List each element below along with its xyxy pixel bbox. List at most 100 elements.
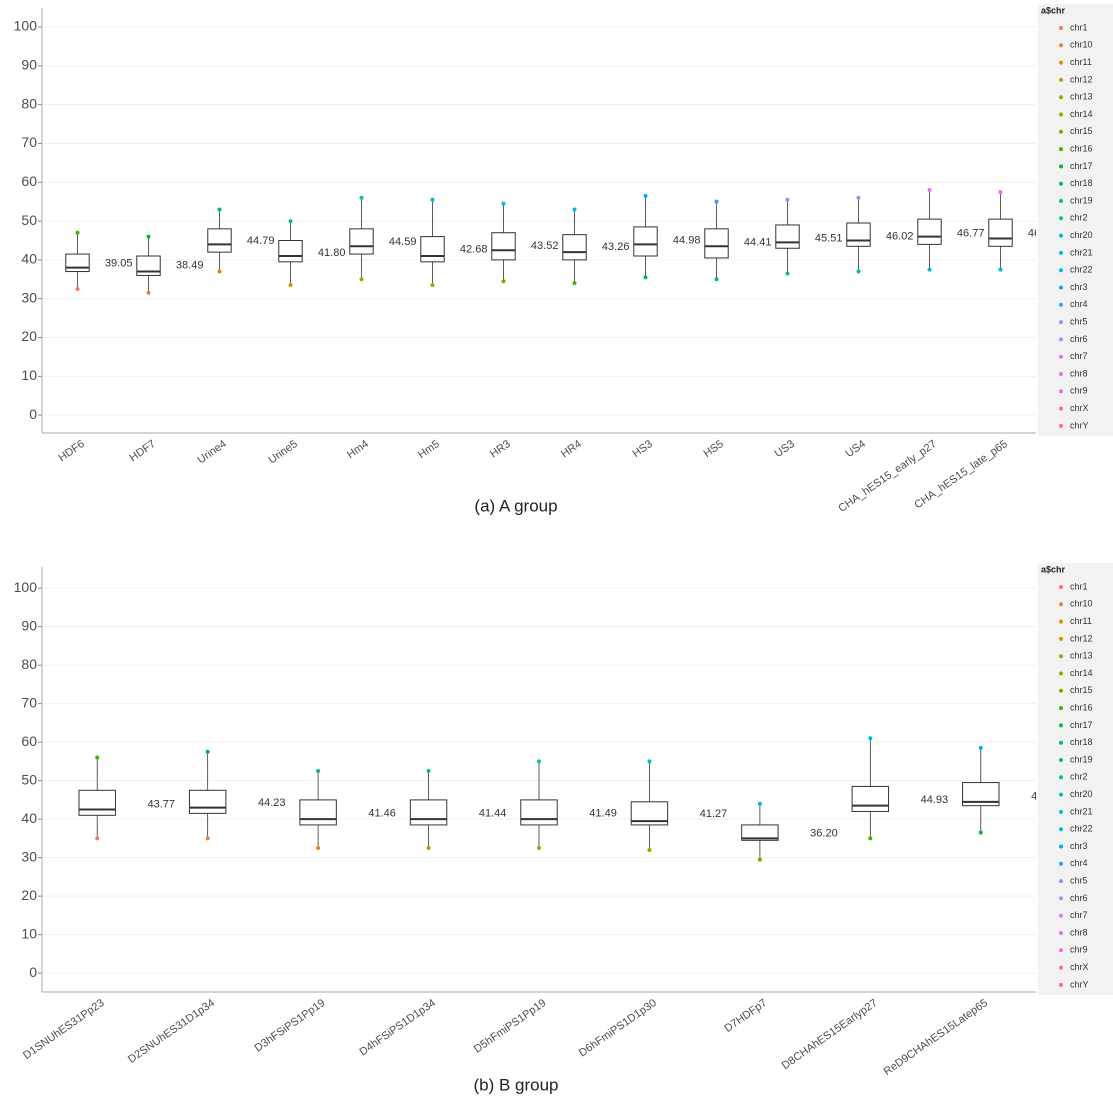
box [562, 234, 587, 261]
mean-label: 43.26 [602, 241, 630, 253]
legend-label: chr19 [1070, 195, 1093, 205]
legend-label: chr18 [1070, 737, 1093, 747]
mean-label: 46.79 [1028, 227, 1056, 239]
legend-label: chr12 [1070, 633, 1093, 643]
outlier-point [785, 271, 790, 276]
x-tick-label: D7HDFp7 [722, 997, 769, 1035]
legend-label: chr4 [1070, 858, 1088, 868]
box [775, 224, 800, 249]
outlier-point [75, 230, 80, 235]
legend-label: chr1 [1070, 22, 1088, 32]
legend-label: chr7 [1070, 351, 1088, 361]
mean-label: 44.59 [389, 236, 417, 248]
mean-label: 43.77 [148, 799, 176, 811]
legend-swatch [1059, 320, 1063, 325]
legend-swatch [1059, 965, 1063, 970]
legend-swatch [1059, 671, 1063, 676]
legend-swatch [1059, 723, 1063, 728]
x-tick-label: US3 [772, 438, 796, 460]
legend-swatch [1059, 354, 1063, 359]
outlier-point [217, 207, 222, 212]
legend-label: chrY [1070, 979, 1089, 989]
box [349, 228, 374, 255]
mean-label: 46.77 [957, 228, 985, 240]
legend-swatch [1059, 688, 1063, 693]
legend-swatch [1059, 636, 1063, 641]
outlier-point [359, 195, 364, 200]
legend-label: chr8 [1070, 927, 1088, 937]
mean-label: 39.05 [105, 257, 133, 269]
legend-swatch [1059, 913, 1063, 918]
mean-label: 46.02 [886, 230, 914, 242]
outlier-point [785, 197, 790, 202]
legend-label: chr19 [1070, 754, 1093, 764]
y-tick-label: 100 [14, 18, 38, 34]
mean-label: 44.41 [744, 237, 772, 249]
outlier-point [998, 189, 1003, 194]
box [741, 824, 779, 841]
legend-label: chr3 [1070, 841, 1088, 851]
legend-label: chr7 [1070, 910, 1088, 920]
legend-swatch [1059, 43, 1063, 48]
legend-label: chrY [1070, 420, 1089, 430]
outlier-point [430, 197, 435, 202]
x-tick-label: Hm5 [416, 438, 442, 461]
legend-label: chr4 [1070, 299, 1088, 309]
y-tick-label: 80 [21, 95, 37, 111]
x-tick-label: D4hFSiPS1D1p34 [357, 997, 438, 1058]
y-tick-label: 30 [21, 848, 37, 864]
outlier-point [288, 283, 293, 288]
outlier-point [927, 188, 932, 193]
legend-swatch [1059, 112, 1063, 117]
legend-label: chr18 [1070, 178, 1093, 188]
legend-label: chr15 [1070, 685, 1093, 695]
x-tick-label: HS5 [701, 438, 725, 460]
y-tick-label: 70 [21, 694, 37, 710]
legend-label: chrX [1070, 962, 1089, 972]
x-tick-label: US4 [843, 438, 867, 460]
mean-label: 42.68 [460, 243, 488, 255]
box [420, 236, 445, 263]
legend-swatch [1059, 827, 1063, 832]
x-tick-label: D2SNUhES31D1p34 [126, 997, 217, 1066]
legend-swatch [1059, 861, 1063, 866]
legend-swatch [1059, 372, 1063, 376]
y-tick-label: 50 [21, 771, 37, 787]
legend-label: chr5 [1070, 875, 1088, 885]
legend-label: chr22 [1070, 824, 1093, 834]
outlier-point [978, 830, 983, 835]
legend-label: chr13 [1070, 92, 1093, 102]
y-tick-label: 40 [21, 251, 37, 267]
legend-swatch [1059, 758, 1063, 762]
legend-label: chr22 [1070, 265, 1093, 275]
legend-swatch [1059, 302, 1063, 307]
x-tick-label: D3hFSiPS1Pp19 [252, 997, 327, 1055]
y-tick-label: 70 [21, 134, 37, 150]
legend-swatch [1059, 585, 1063, 589]
legend-label: chr15 [1070, 126, 1093, 136]
y-tick-label: 30 [21, 289, 37, 305]
outlier-point [998, 267, 1003, 272]
legend-swatch [1059, 164, 1063, 169]
x-tick-label: Urine5 [266, 438, 299, 466]
legend-label: chr9 [1070, 945, 1088, 955]
legend-swatch [1059, 809, 1063, 814]
x-tick-label: HR4 [559, 438, 584, 460]
legend-label: chr6 [1070, 334, 1088, 344]
mean-label: 41.27 [700, 808, 728, 820]
outlier-point [714, 199, 719, 204]
legend-swatch [1059, 268, 1063, 273]
legend-swatch [1059, 129, 1063, 134]
plot-background [42, 8, 1036, 433]
outlier-point [978, 745, 983, 750]
legend-swatch [1059, 26, 1063, 30]
legend-label: chr14 [1070, 668, 1093, 678]
mean-label: 41.49 [589, 807, 617, 819]
mean-label: 44.93 [921, 794, 949, 806]
box [917, 218, 942, 245]
legend-label: chr21 [1070, 247, 1093, 257]
box [188, 789, 227, 814]
box [633, 226, 658, 257]
